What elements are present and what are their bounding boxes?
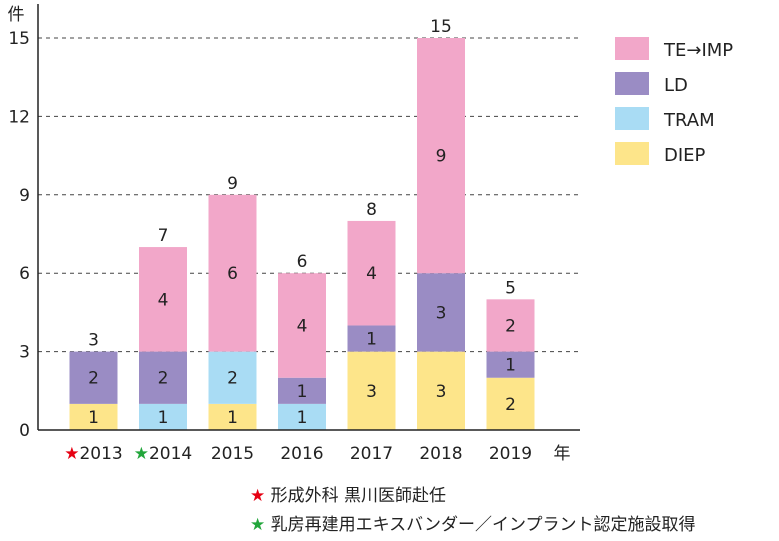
segment-value-label: 3 bbox=[436, 303, 447, 323]
y-tick-label: 6 bbox=[19, 264, 30, 284]
footnote: ★ 乳房再建用エキスバンダー／インプラント認定施設取得 bbox=[250, 515, 696, 535]
x-tick-label: 2018 bbox=[419, 444, 462, 464]
footnotes: ★ 形成外科 黒川医師赴任★ 乳房再建用エキスバンダー／インプラント認定施設取得 bbox=[250, 486, 696, 535]
y-tick-label: 9 bbox=[19, 186, 30, 206]
x-tick-label: 2019 bbox=[489, 444, 532, 464]
segment-value-label: 9 bbox=[436, 147, 447, 167]
y-unit-label: 件 bbox=[8, 5, 25, 25]
bar-segment-te-imp bbox=[139, 247, 187, 352]
bar-segment-ld bbox=[486, 351, 535, 378]
bar-segment-ld bbox=[417, 273, 465, 352]
x-tick-label: ★2014 bbox=[134, 444, 193, 464]
x-tick-label: ★2013 bbox=[64, 444, 123, 464]
star-icon: ★ bbox=[250, 515, 271, 535]
segment-value-label: 6 bbox=[227, 264, 238, 284]
star-icon: ★ bbox=[134, 444, 149, 464]
legend-swatch bbox=[615, 72, 649, 95]
bar-total-label: 8 bbox=[366, 200, 377, 220]
segment-value-label: 1 bbox=[505, 356, 516, 376]
x-tick-label: 2015 bbox=[211, 444, 254, 464]
segment-value-label: 3 bbox=[366, 382, 377, 402]
y-tick-label: 0 bbox=[19, 421, 30, 441]
category-text: 2015 bbox=[211, 444, 254, 464]
legend-swatch bbox=[615, 142, 649, 165]
bar-total-label: 3 bbox=[88, 331, 99, 351]
y-tick-label: 12 bbox=[8, 107, 30, 127]
bar-segment-diep bbox=[486, 377, 535, 430]
y-axis: 0 3 6 9 12 15 件 bbox=[8, 4, 39, 441]
bar-segment-ld bbox=[347, 325, 396, 352]
bar-segment-diep bbox=[208, 403, 257, 430]
bar-total-label: 6 bbox=[297, 252, 308, 272]
y-tick-label: 3 bbox=[19, 343, 30, 363]
bar-total-label: 7 bbox=[158, 226, 169, 246]
legend-swatch bbox=[615, 37, 649, 60]
segment-value-label: 1 bbox=[88, 408, 99, 428]
bar-segment-diep bbox=[347, 351, 396, 430]
bar-segment-te-imp bbox=[278, 273, 326, 378]
segment-value-label: 2 bbox=[158, 369, 169, 389]
x-tick-label: 2017 bbox=[350, 444, 393, 464]
bar-segment-te-imp bbox=[486, 299, 535, 352]
bar-segment-diep bbox=[69, 403, 118, 430]
category-text: 2016 bbox=[280, 444, 323, 464]
legend-item: LD bbox=[615, 72, 688, 96]
legend-label: LD bbox=[664, 75, 688, 96]
legend-item: DIEP bbox=[615, 142, 706, 166]
segment-value-label: 1 bbox=[297, 382, 308, 402]
star-icon: ★ bbox=[250, 486, 271, 506]
segment-value-label: 4 bbox=[158, 290, 169, 310]
star-icon: ★ bbox=[64, 444, 79, 464]
footnote-text: 乳房再建用エキスバンダー／インプラント認定施設取得 bbox=[271, 515, 696, 535]
segment-value-label: 1 bbox=[366, 330, 377, 350]
bar-segment-te-imp bbox=[347, 220, 396, 326]
bar-total-label: 15 bbox=[430, 17, 452, 37]
segment-value-label: 2 bbox=[505, 395, 516, 415]
segment-value-label: 2 bbox=[88, 369, 99, 389]
legend-label: DIEP bbox=[664, 145, 706, 166]
footnote-text: 形成外科 黒川医師赴任 bbox=[271, 486, 446, 506]
legend-item: TE→IMP bbox=[615, 37, 733, 61]
bar-segment-tram bbox=[208, 351, 257, 404]
bar-segment-te-imp bbox=[417, 38, 465, 274]
legend-label: TRAM bbox=[663, 110, 715, 131]
x-axis: 年★2013 ★2014 2015 2016 2017 2018 2019 bbox=[38, 429, 580, 464]
bar-segment-ld bbox=[139, 351, 187, 404]
bar-total-label: 5 bbox=[505, 278, 516, 298]
category-text: 2013 bbox=[79, 444, 122, 464]
category-text: 2019 bbox=[489, 444, 532, 464]
bar-total-label: 9 bbox=[227, 174, 238, 194]
legend: TE→IMP LD TRAM DIEP bbox=[615, 37, 733, 166]
segment-value-label: 1 bbox=[158, 408, 169, 428]
legend-label: TE→IMP bbox=[663, 40, 733, 61]
category-text: 2017 bbox=[350, 444, 393, 464]
bar-segment-tram bbox=[278, 403, 326, 430]
bar-segment-tram bbox=[139, 403, 187, 430]
category-text: 2014 bbox=[149, 444, 192, 464]
x-tick-label: 2016 bbox=[280, 444, 323, 464]
bar-segment-diep bbox=[417, 351, 465, 430]
legend-swatch bbox=[615, 107, 649, 130]
legend-item: TRAM bbox=[615, 107, 715, 131]
segment-value-label: 1 bbox=[297, 408, 308, 428]
segment-value-label: 4 bbox=[297, 316, 308, 336]
bar-segment-ld bbox=[69, 351, 118, 404]
footnote: ★ 形成外科 黒川医師赴任 bbox=[250, 486, 446, 506]
bar-segment-ld bbox=[278, 377, 326, 404]
segment-value-label: 3 bbox=[436, 382, 447, 402]
segment-value-label: 4 bbox=[366, 264, 377, 284]
bar-segment-te-imp bbox=[208, 194, 257, 352]
segment-value-label: 1 bbox=[227, 408, 238, 428]
segment-value-label: 2 bbox=[227, 369, 238, 389]
x-unit-label: 年 bbox=[554, 444, 571, 464]
category-text: 2018 bbox=[419, 444, 462, 464]
segment-value-label: 2 bbox=[505, 316, 516, 336]
y-tick-label: 15 bbox=[8, 29, 30, 49]
